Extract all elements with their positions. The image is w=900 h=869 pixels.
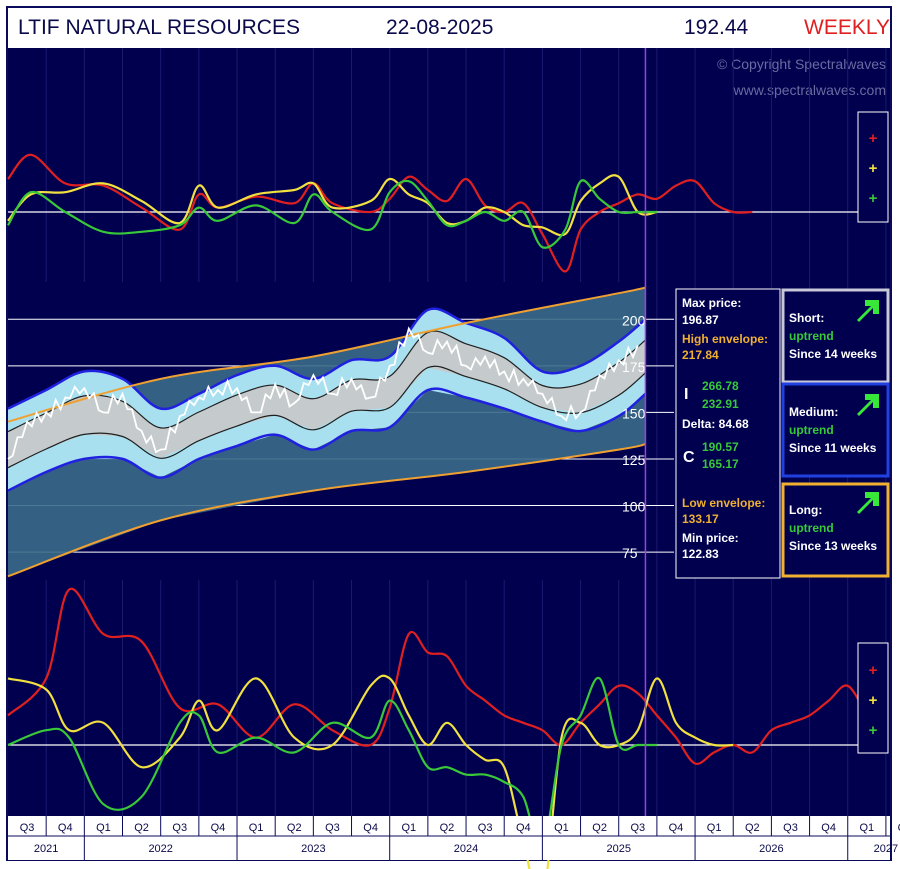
bottom-oscillator-green-line: [7, 677, 657, 851]
current-price: 192.44: [684, 16, 749, 39]
quarter-label: Q1: [707, 822, 722, 834]
trend-short-since: Since 14 weeks: [789, 347, 877, 361]
delta-value: Delta: 84.68: [682, 417, 749, 431]
copyright-watermark: © Copyright Spectralwaves: [717, 56, 886, 72]
i-label: I: [684, 386, 688, 403]
year-label: 2023: [301, 843, 325, 855]
bottom-legend-green-marker: +: [869, 722, 878, 739]
max-price-label: Max price:: [682, 296, 741, 310]
bottom-oscillator-yellow-line: [7, 674, 734, 869]
quarter-label: Q1: [554, 822, 569, 834]
top-legend-green-marker: +: [869, 190, 878, 207]
quarter-label: Q1: [96, 822, 111, 834]
min-price-label: Min price:: [682, 531, 739, 545]
year-label: 2024: [454, 843, 478, 855]
high-envelope-line: [7, 286, 646, 423]
trend-long-box: Long: uptrend Since 13 weeks: [781, 482, 890, 578]
price-tick-label: 125: [622, 452, 646, 468]
trend-medium-box: Medium: uptrend Since 11 weeks: [781, 382, 890, 478]
quarter-label: Q4: [58, 822, 73, 834]
chart-date: 22-08-2025: [386, 16, 494, 39]
quarter-label: Q2: [134, 822, 149, 834]
quarter-label: Q3: [783, 822, 798, 834]
year-label: 2021: [34, 843, 58, 855]
trend-short-box: Short: uptrend Since 14 weeks: [781, 288, 890, 384]
time-axis-background: [8, 816, 890, 860]
i-value-1: 266.78: [702, 379, 739, 393]
trend-long-label: Long:: [789, 503, 822, 517]
quarter-label: Q2: [592, 822, 607, 834]
trend-long-arrow-icon: [857, 492, 879, 514]
quarter-label: Q3: [325, 822, 340, 834]
band-lower-line: [7, 387, 647, 492]
bottom-legend-yellow-marker: +: [869, 692, 878, 709]
price-tick-label: 75: [622, 545, 638, 561]
trend-short-status: uptrend: [789, 329, 834, 343]
high-envelope-value: 217.84: [682, 348, 719, 362]
quarter-label: Q3: [172, 822, 187, 834]
price-tick-label: 100: [622, 499, 646, 515]
quarter-label: Q2: [745, 822, 760, 834]
high-envelope-label: High envelope:: [682, 332, 768, 346]
low-envelope-label: Low envelope:: [682, 496, 765, 510]
quarter-label: Q1: [859, 822, 874, 834]
top-oscillator-red-line: [7, 153, 753, 273]
year-label: 2026: [759, 843, 783, 855]
quarter-label: Q4: [669, 822, 684, 834]
c-value-2: 165.17: [702, 457, 739, 471]
trend-medium-status: uptrend: [789, 423, 834, 437]
low-envelope-value: 133.17: [682, 512, 719, 526]
chart-header: LTIF NATURAL RESOURCES 22-08-2025 192.44…: [8, 8, 890, 46]
quarter-label: Q3: [20, 822, 35, 834]
inner-band-fill: [8, 331, 646, 468]
trend-short-arrow-icon: [857, 300, 879, 322]
quarter-label: Q2: [440, 822, 455, 834]
quarter-label: Q3: [478, 822, 493, 834]
trend-medium-since: Since 11 weeks: [789, 441, 877, 455]
top-legend-red-marker: +: [869, 130, 878, 147]
min-price-value: 122.83: [682, 547, 719, 561]
fund-name: LTIF NATURAL RESOURCES: [18, 16, 300, 39]
max-price-value: 196.87: [682, 313, 719, 327]
bottom-legend-box: [857, 642, 889, 754]
quarter-label: Q2: [898, 822, 900, 834]
low-envelope-line: [7, 443, 646, 578]
trend-long-status: uptrend: [789, 521, 834, 535]
top-oscillator-green-line: [7, 179, 657, 249]
trend-long-since: Since 13 weeks: [789, 539, 877, 553]
inner-band-lower-line: [7, 365, 646, 469]
i-value-2: 232.91: [702, 397, 739, 411]
price-tick-label: 200: [622, 312, 646, 328]
top-legend-box: [857, 111, 889, 223]
top-oscillator-yellow-line: [7, 174, 658, 237]
c-value-1: 190.57: [702, 440, 739, 454]
price-tick-label: 175: [622, 359, 646, 375]
top-legend-yellow-marker: +: [869, 160, 878, 177]
quarter-label: Q1: [401, 822, 416, 834]
period-label: WEEKLY: [804, 16, 890, 39]
trend-short-label: Short:: [789, 311, 824, 325]
trend-medium-arrow-icon: [857, 394, 879, 416]
year-label: 2025: [606, 843, 630, 855]
band-upper-line: [7, 307, 647, 411]
year-label: 2022: [148, 843, 172, 855]
price-tick-label: 150: [622, 405, 646, 421]
quarter-label: Q4: [363, 822, 378, 834]
quarter-label: Q1: [249, 822, 264, 834]
quarter-label: Q4: [211, 822, 226, 834]
price-line: [7, 326, 639, 460]
year-label: 2027: [874, 843, 898, 855]
quarter-label: Q4: [821, 822, 836, 834]
info-panel: Max price: 196.87 High envelope: 217.84 …: [675, 288, 781, 579]
trend-medium-label: Medium:: [789, 405, 838, 419]
quarter-label: Q4: [516, 822, 531, 834]
quarter-label: Q3: [630, 822, 645, 834]
c-label: C: [683, 449, 695, 466]
bottom-oscillator-red-line: [7, 587, 868, 765]
bottom-legend-red-marker: +: [869, 662, 878, 679]
quarter-label: Q2: [287, 822, 302, 834]
